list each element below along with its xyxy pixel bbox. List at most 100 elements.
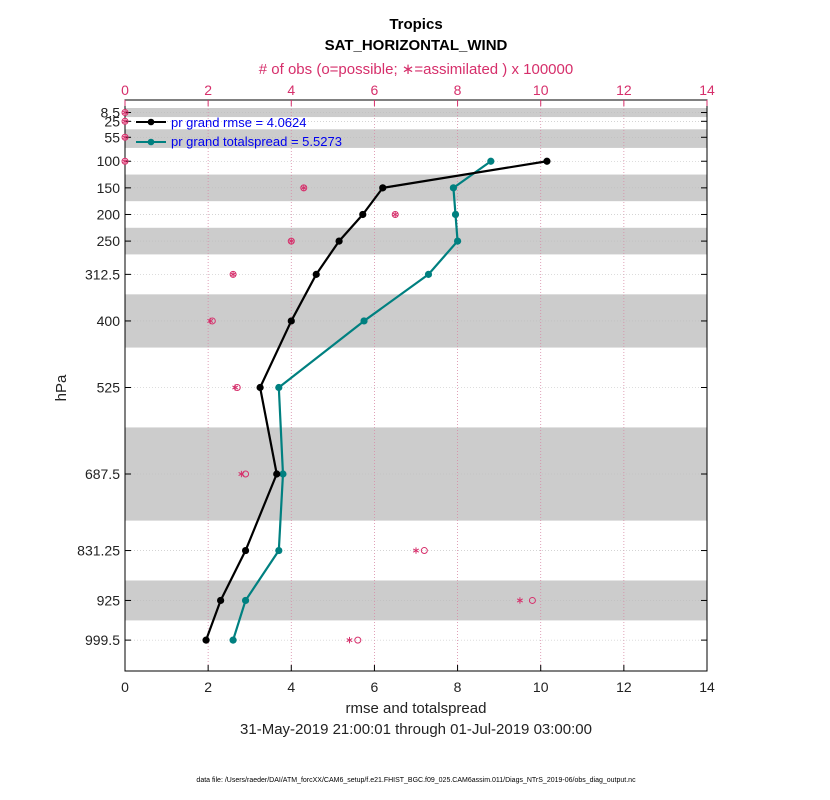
obs-assimilated-marker-3 — [121, 158, 129, 165]
y-tick-label-8: 400 — [97, 313, 121, 329]
y-tick-label-4: 150 — [97, 180, 121, 196]
series-0-point-0 — [543, 157, 551, 165]
series-0-point-10 — [202, 636, 210, 644]
series-1-point-0 — [487, 157, 495, 165]
y-tick-label-9: 525 — [97, 380, 121, 396]
obs-possible-marker-13 — [354, 636, 362, 644]
series-1-point-4 — [424, 270, 433, 278]
y-tick-label-7: 312.5 — [85, 266, 120, 282]
series-0-point-5 — [287, 317, 295, 325]
series-1-point-8 — [275, 546, 283, 555]
obs-assimilated-stroke-2 — [121, 135, 129, 140]
top-tick-label-8: 8 — [454, 82, 462, 98]
obs-assimilated-stroke-2 — [230, 272, 237, 277]
obs-assimilated-stroke-2 — [121, 119, 129, 124]
obs-assimilated-stroke-2 — [121, 159, 129, 164]
series-lines — [202, 157, 551, 644]
series-0-point-9 — [217, 596, 225, 605]
series-0-point-7 — [273, 470, 281, 478]
top-tick-label-12: 12 — [616, 82, 632, 98]
y-tick-label-0: 8.5 — [101, 105, 121, 121]
obs-assimilated-stroke-2 — [392, 212, 399, 217]
legend: pr grand rmse = 4.0624 pr grand totalspr… — [136, 115, 342, 149]
y-tick-label-5: 200 — [97, 206, 121, 222]
series-1-point-9 — [241, 596, 250, 605]
obs-assimilated-stroke-2 — [238, 471, 245, 477]
x-tick-label-4: 4 — [287, 679, 295, 695]
obs-assimilated-marker-1 — [121, 118, 129, 125]
vertical-grid — [207, 100, 625, 671]
series-0-point-6 — [256, 383, 264, 392]
obs-assimilated-marker-9 — [232, 384, 239, 391]
obs-assimilated-stroke-2 — [412, 548, 420, 553]
obs-assimilated-marker-7 — [230, 271, 237, 278]
x-tick-label-0: 0 — [121, 679, 129, 695]
obs-assimilated-marker-13 — [346, 636, 353, 644]
obs-assimilated-stroke-2 — [300, 185, 307, 190]
top-tick-label-0: 0 — [121, 82, 129, 98]
obs-assimilated-marker-0 — [121, 109, 129, 116]
legend-label-totalspread: pr grand totalspread = 5.5273 — [171, 134, 342, 149]
obs-assimilated-marker-2 — [121, 134, 129, 141]
x-axis-label: rmse and totalspread — [346, 700, 487, 717]
y-tick-label-2: 55 — [104, 129, 120, 145]
series-1-point-6 — [275, 383, 283, 392]
top-axis-label: # of obs (o=possible; ∗=assimilated ) x … — [259, 61, 573, 78]
y-tick-label-11: 831.25 — [77, 543, 120, 559]
x-tick-label-2: 2 — [204, 679, 212, 695]
obs-assimilated-stroke-2 — [346, 638, 353, 643]
legend-marker-totalspread — [147, 138, 155, 146]
x-tick-label-6: 6 — [371, 679, 379, 695]
data-file-footnote: data file: /Users/raeder/DAI/ATM_forcXX/… — [196, 777, 636, 784]
obs-assimilated-marker-12 — [516, 597, 523, 604]
top-tick-label-2: 2 — [204, 82, 212, 98]
y-axis-label: hPa — [53, 374, 70, 401]
y-tick-label-6: 250 — [97, 233, 121, 249]
obs-possible-marker-10 — [242, 470, 250, 478]
obs-assimilated-stroke-2 — [288, 239, 295, 244]
obs-assimilated-marker-4 — [300, 184, 307, 192]
series-0-point-3 — [335, 237, 343, 245]
series-0-point-8 — [241, 546, 250, 555]
x-tick-label-12: 12 — [616, 679, 632, 695]
x-tick-label-14: 14 — [699, 679, 715, 695]
legend-marker-rmse — [147, 118, 155, 126]
series-0-point-4 — [312, 270, 320, 278]
obs-possible-marker-12 — [528, 596, 536, 604]
top-tick-label-14: 14 — [699, 82, 715, 98]
top-tick-label-4: 4 — [287, 82, 295, 98]
obs-assimilated-marker-6 — [288, 237, 295, 245]
series-0-point-1 — [379, 184, 387, 192]
series-1-point-1 — [449, 184, 458, 192]
series-1-point-5 — [360, 317, 368, 325]
obs-assimilated-marker-5 — [392, 211, 399, 218]
obs-assimilated-stroke-2 — [516, 598, 523, 603]
series-1-point-3 — [453, 237, 462, 245]
top-tick-label-6: 6 — [371, 82, 379, 98]
obs-assimilated-marker-11 — [412, 547, 420, 554]
y-tick-label-12: 925 — [97, 592, 121, 608]
bottom-axis-ticks: 0 2 4 6 8 10 12 14 — [121, 665, 715, 695]
y-tick-label-1: 25 — [104, 113, 120, 129]
obs-possible-marker-11 — [420, 547, 428, 555]
legend-label-rmse: pr grand rmse = 4.0624 — [171, 115, 307, 130]
shaded-band-1 — [125, 129, 707, 148]
series-1-point-7 — [279, 470, 287, 478]
chart-title: Tropics — [389, 16, 442, 33]
top-axis-ticks: 0 2 4 6 8 10 12 14 — [121, 82, 715, 106]
obs-assimilated-stroke-2 — [207, 318, 214, 323]
y-tick-label-3: 100 — [97, 153, 121, 169]
obs-assimilated-marker-8 — [207, 317, 214, 325]
series-1-point-10 — [229, 636, 237, 644]
series-0-point-2 — [359, 210, 367, 219]
obs-assimilated-marker-10 — [238, 470, 245, 478]
x-tick-label-8: 8 — [454, 679, 462, 695]
top-tick-label-10: 10 — [533, 82, 549, 98]
y-tick-label-10: 687.5 — [85, 466, 120, 482]
date-range: 31-May-2019 21:00:01 through 01-Jul-2019… — [240, 721, 592, 738]
x-tick-label-10: 10 — [533, 679, 549, 695]
obs-assimilated-stroke-2 — [232, 385, 239, 390]
obs-count-markers — [121, 109, 536, 644]
